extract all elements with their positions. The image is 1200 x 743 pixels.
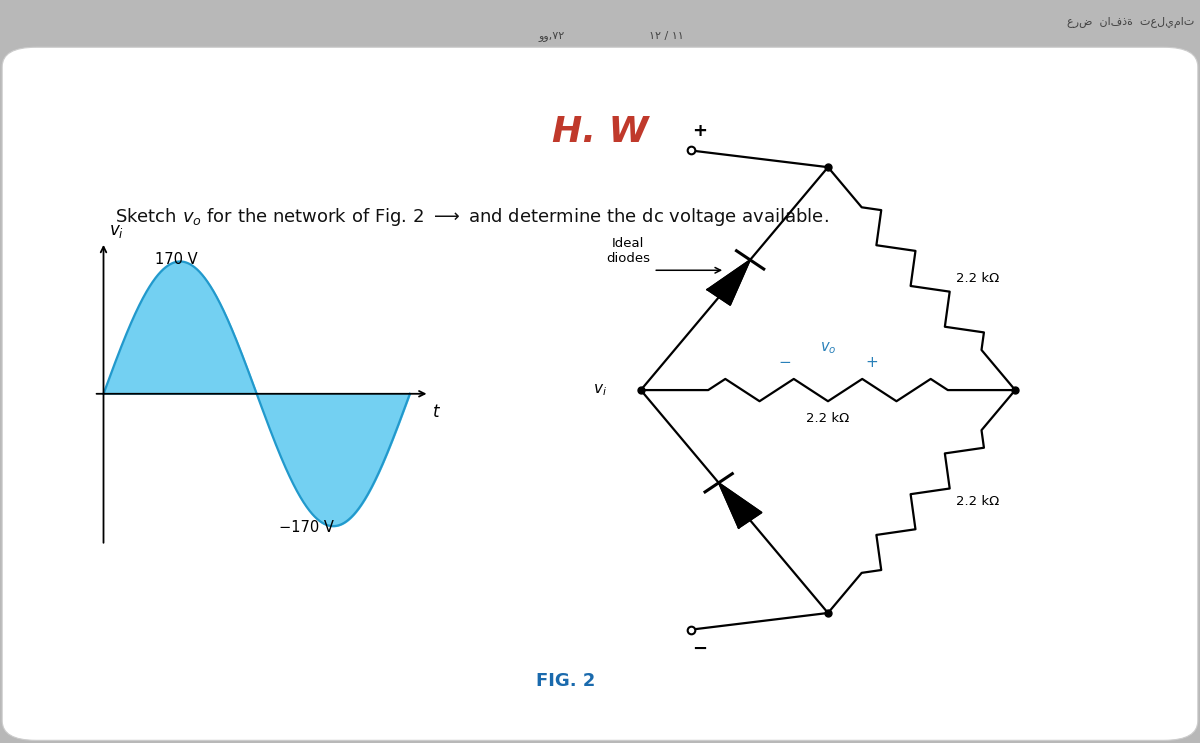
Text: ١٢ / ١١: ١٢ / ١١: [649, 31, 683, 41]
Text: Ideal
diodes: Ideal diodes: [606, 237, 650, 265]
Text: $v_i$: $v_i$: [109, 222, 125, 241]
Text: −170 V: −170 V: [280, 520, 334, 535]
Text: $v_i$: $v_i$: [593, 382, 606, 398]
Polygon shape: [719, 483, 762, 528]
Text: وو,٧٢: وو,٧٢: [539, 31, 565, 41]
Text: Sketch $v_o$ for the network of Fig. 2 $\longrightarrow$ and determine the dc vo: Sketch $v_o$ for the network of Fig. 2 $…: [115, 207, 829, 228]
Text: 170 V: 170 V: [155, 253, 197, 267]
Text: +: +: [865, 354, 878, 370]
Text: 2.2 kΩ: 2.2 kΩ: [806, 412, 850, 424]
Text: $t$: $t$: [432, 403, 440, 421]
Text: عرض  نافذة  تعليمات: عرض نافذة تعليمات: [1067, 17, 1194, 27]
Text: 2.2 kΩ: 2.2 kΩ: [956, 495, 1000, 508]
FancyBboxPatch shape: [2, 48, 1198, 740]
Text: H. W: H. W: [552, 115, 648, 149]
Polygon shape: [707, 260, 750, 305]
Text: FIG. 2: FIG. 2: [536, 672, 596, 690]
Text: $v_o$: $v_o$: [820, 340, 836, 356]
Text: −: −: [692, 640, 708, 658]
Text: +: +: [692, 122, 708, 140]
Text: 2.2 kΩ: 2.2 kΩ: [956, 272, 1000, 285]
Text: −: −: [778, 354, 791, 370]
